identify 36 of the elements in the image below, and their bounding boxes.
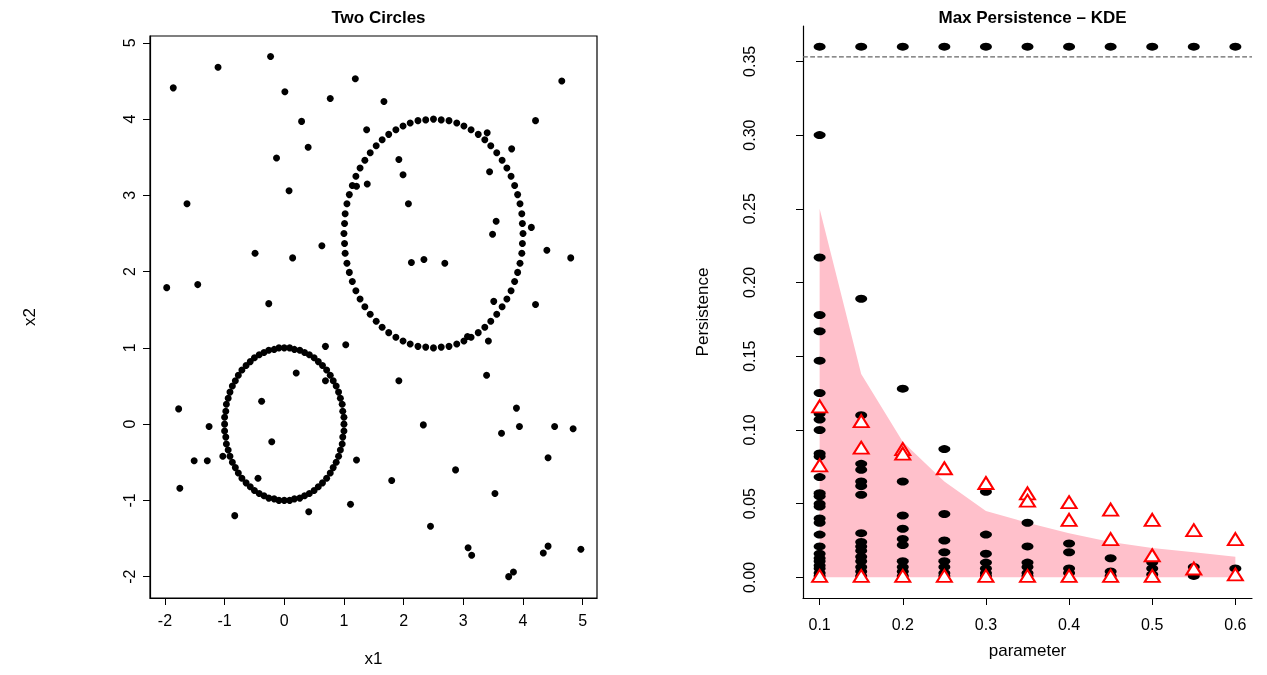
x-tick-label: 2 xyxy=(399,611,409,629)
x-tick-label: 4 xyxy=(518,611,528,629)
y-axis-title: x2 xyxy=(20,308,39,326)
x-tick-label: 0.1 xyxy=(808,615,831,633)
x-axis-title: x1 xyxy=(364,649,383,668)
y-tick-label: 0.30 xyxy=(740,119,758,151)
y-tick-label: 0.05 xyxy=(740,487,758,520)
x-tick-label: 0 xyxy=(279,611,289,629)
chart-title: Two Circles xyxy=(331,8,426,27)
y-tick-label: -2 xyxy=(120,569,138,584)
x-tick-label: -2 xyxy=(157,611,173,629)
x-tick-label: 0.3 xyxy=(974,615,998,633)
x-axis-title: parameter xyxy=(988,641,1067,660)
x-tick-label: 0.4 xyxy=(1057,615,1081,633)
y-tick-label: -1 xyxy=(120,493,138,508)
x-tick-label: -1 xyxy=(217,611,232,629)
x-tick-label: 0.5 xyxy=(1141,615,1164,633)
y-tick-label: 3 xyxy=(120,190,138,200)
y-tick-label: 1 xyxy=(120,343,138,353)
x-tick-label: 3 xyxy=(458,611,468,629)
y-tick-label: 0.10 xyxy=(740,414,758,446)
y-tick-label: 0.15 xyxy=(740,340,758,372)
x-tick-label: 0.2 xyxy=(891,615,914,633)
y-tick-label: 5 xyxy=(120,38,138,48)
y-tick-label: 0.25 xyxy=(740,193,758,225)
y-tick-label: 2 xyxy=(120,267,138,277)
y-tick-label: 0.20 xyxy=(740,266,758,299)
y-axis-title: Persistence xyxy=(693,267,712,357)
x-tick-label: 1 xyxy=(339,611,349,629)
y-tick-label: 0.00 xyxy=(740,561,758,593)
chart-title: Max Persistence – KDE xyxy=(938,8,1127,27)
y-tick-label: 0 xyxy=(120,419,138,429)
x-tick-label: 5 xyxy=(578,611,588,629)
y-tick-label: 0.35 xyxy=(740,45,758,77)
x-tick-label: 0.6 xyxy=(1224,615,1247,633)
y-tick-label: 4 xyxy=(120,114,138,124)
